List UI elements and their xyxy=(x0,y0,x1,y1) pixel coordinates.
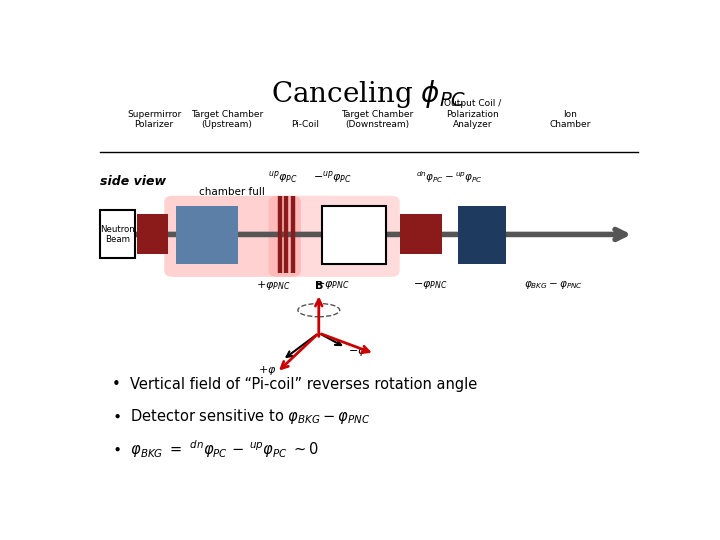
Bar xyxy=(100,210,135,258)
Text: $+ \varphi$: $+ \varphi$ xyxy=(258,364,277,377)
Text: $+ \varphi_{PNC}$: $+ \varphi_{PNC}$ xyxy=(256,279,290,292)
Bar xyxy=(400,214,441,254)
FancyBboxPatch shape xyxy=(269,196,400,277)
Text: side view: side view xyxy=(100,175,166,188)
Text: Ion
Chamber: Ion Chamber xyxy=(549,110,590,129)
Text: Neutron
Beam: Neutron Beam xyxy=(100,225,135,244)
Bar xyxy=(138,214,168,254)
Text: B: B xyxy=(315,281,323,291)
Text: $- \varphi_{PNC}$: $- \varphi_{PNC}$ xyxy=(413,279,448,291)
Bar xyxy=(176,206,238,265)
Text: $- \varphi$: $- \varphi$ xyxy=(348,346,366,359)
Text: $\varphi_{BKG} - \varphi_{PNC}$: $\varphi_{BKG} - \varphi_{PNC}$ xyxy=(523,279,582,291)
Text: chamber full: chamber full xyxy=(199,187,265,197)
Text: $\bullet$  Detector sensitive to $\varphi_{BKG} - \varphi_{PNC}$: $\bullet$ Detector sensitive to $\varphi… xyxy=(112,407,371,426)
Text: Supermirror
Polarizer: Supermirror Polarizer xyxy=(127,110,181,129)
Text: $^{dn}\varphi_{PC} - ^{up}\varphi_{PC}$: $^{dn}\varphi_{PC} - ^{up}\varphi_{PC}$ xyxy=(416,170,483,185)
Text: Pi-Coil: Pi-Coil xyxy=(291,120,319,129)
Text: Canceling $\phi_{PC}$: Canceling $\phi_{PC}$ xyxy=(271,78,467,110)
Text: $- \varphi_{PNC}$: $- \varphi_{PNC}$ xyxy=(315,279,350,291)
Text: $\bullet$  $\varphi_{BKG}$ $=$ $^{dn}\varphi_{PC}$$\,-\,$$^{up}\varphi_{PC}$ $\s: $\bullet$ $\varphi_{BKG}$ $=$ $^{dn}\var… xyxy=(112,438,320,460)
Text: $-^{up}\varphi_{PC}$: $-^{up}\varphi_{PC}$ xyxy=(313,170,352,185)
Bar xyxy=(459,206,505,265)
FancyBboxPatch shape xyxy=(164,196,301,277)
Text: $^{up}\varphi_{PC}$: $^{up}\varphi_{PC}$ xyxy=(268,170,297,185)
Text: •  Vertical field of “Pi-coil” reverses rotation angle: • Vertical field of “Pi-coil” reverses r… xyxy=(112,377,477,393)
Text: Output Coil /
Polarization
Analyzer: Output Coil / Polarization Analyzer xyxy=(444,99,501,129)
Bar xyxy=(322,206,386,265)
Text: Target Chamber
(Downstream): Target Chamber (Downstream) xyxy=(341,110,413,129)
Text: Target Chamber
(Upstream): Target Chamber (Upstream) xyxy=(191,110,263,129)
